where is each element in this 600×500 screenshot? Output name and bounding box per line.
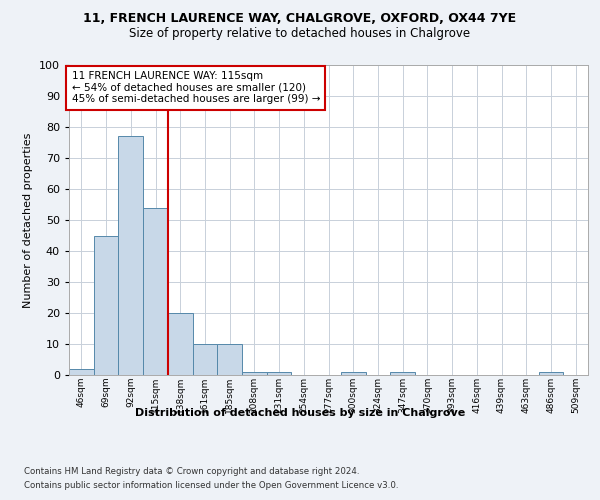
Bar — [118, 136, 143, 375]
Bar — [193, 344, 217, 375]
Bar — [69, 369, 94, 375]
Bar — [539, 372, 563, 375]
Text: 11, FRENCH LAURENCE WAY, CHALGROVE, OXFORD, OX44 7YE: 11, FRENCH LAURENCE WAY, CHALGROVE, OXFO… — [83, 12, 517, 26]
Bar — [242, 372, 267, 375]
Y-axis label: Number of detached properties: Number of detached properties — [23, 132, 34, 308]
Bar — [341, 372, 365, 375]
Bar — [390, 372, 415, 375]
Text: Contains public sector information licensed under the Open Government Licence v3: Contains public sector information licen… — [24, 481, 398, 490]
Bar — [267, 372, 292, 375]
Bar — [168, 313, 193, 375]
Bar — [143, 208, 168, 375]
Bar — [94, 236, 118, 375]
Text: Size of property relative to detached houses in Chalgrove: Size of property relative to detached ho… — [130, 28, 470, 40]
Text: 11 FRENCH LAURENCE WAY: 115sqm
← 54% of detached houses are smaller (120)
45% of: 11 FRENCH LAURENCE WAY: 115sqm ← 54% of … — [71, 71, 320, 104]
Bar — [217, 344, 242, 375]
Text: Contains HM Land Registry data © Crown copyright and database right 2024.: Contains HM Land Registry data © Crown c… — [24, 468, 359, 476]
Text: Distribution of detached houses by size in Chalgrove: Distribution of detached houses by size … — [135, 408, 465, 418]
